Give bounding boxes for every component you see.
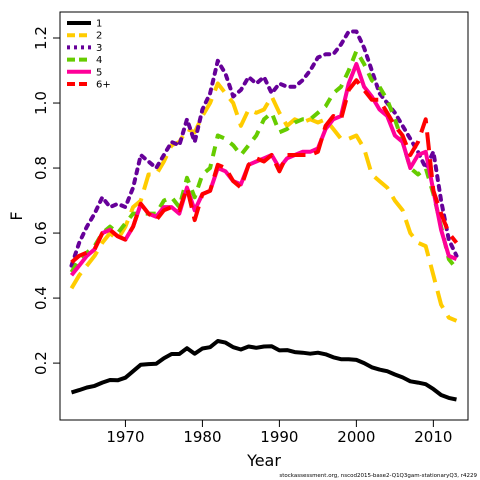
y-axis: 0.2 0.4 0.6 0.8 1.0 1.2 bbox=[32, 26, 61, 375]
y-tick-label: 0.6 bbox=[32, 221, 50, 245]
y-tick-label: 1.0 bbox=[32, 91, 50, 115]
y-tick-label: 0.8 bbox=[32, 156, 50, 180]
x-tick-label: 1980 bbox=[183, 428, 221, 446]
x-tick-label: 1970 bbox=[106, 428, 144, 446]
legend-label-5: 5 bbox=[96, 67, 102, 78]
series-line-2 bbox=[69, 81, 458, 323]
x-axis-title: Year bbox=[246, 451, 281, 470]
legend-label-6: 6+ bbox=[96, 80, 111, 91]
x-tick-label: 2000 bbox=[337, 428, 375, 446]
y-tick-label: 0.2 bbox=[32, 351, 50, 375]
plot-area-border bbox=[59, 11, 469, 421]
y-tick-label: 0.4 bbox=[32, 286, 50, 310]
series-lines bbox=[69, 29, 459, 402]
x-tick-label: 2010 bbox=[414, 428, 452, 446]
series-line-5 bbox=[69, 62, 458, 277]
footnote: stockassessment.org, nscod2015-base2-Q1Q… bbox=[279, 473, 477, 479]
x-axis: 1970 1980 1990 2000 2010 bbox=[106, 419, 452, 446]
y-tick-label: 1.2 bbox=[32, 26, 50, 50]
legend-label-4: 4 bbox=[96, 55, 102, 66]
x-tick-label: 1990 bbox=[260, 428, 298, 446]
y-axis-title: F bbox=[7, 211, 26, 220]
legend-label-2: 2 bbox=[96, 31, 102, 42]
legend-label-3: 3 bbox=[96, 43, 102, 54]
series-line-6 bbox=[70, 78, 459, 264]
legend-label-1: 1 bbox=[96, 19, 102, 30]
series-line-1 bbox=[70, 339, 457, 402]
